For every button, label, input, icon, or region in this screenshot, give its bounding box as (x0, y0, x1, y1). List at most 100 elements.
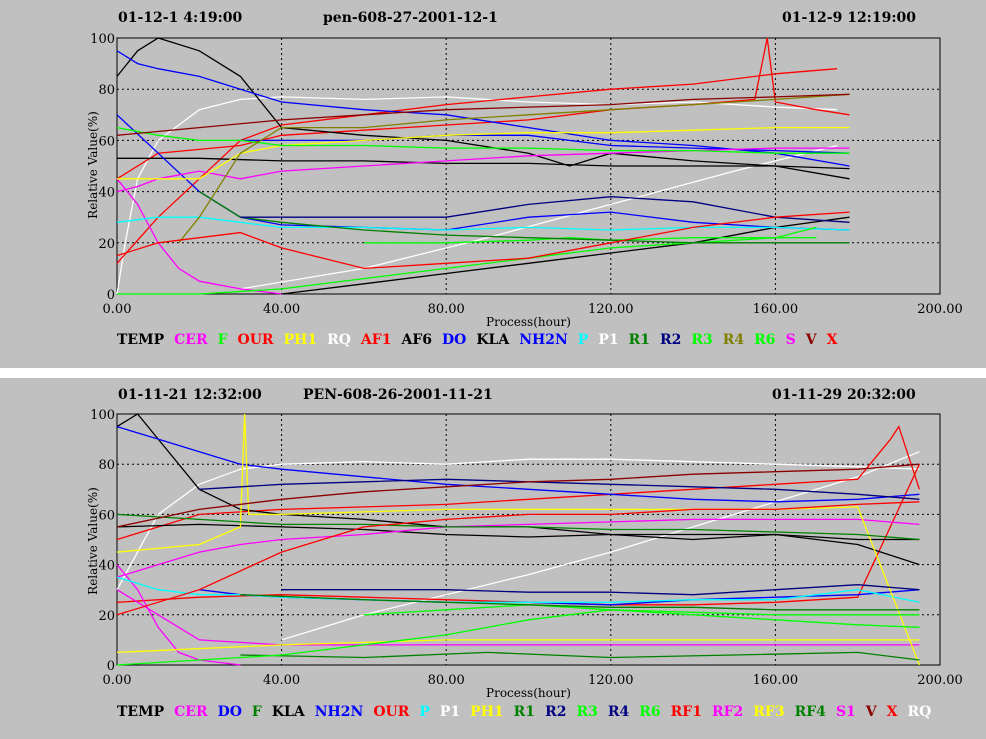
series-line-do (116, 425, 920, 503)
legend-item: RF2 (711, 704, 744, 720)
series-line-r2 (199, 478, 920, 500)
series-line-x (116, 501, 920, 616)
legend-item: AF6 (401, 332, 433, 348)
legend-item: KLA (271, 704, 305, 720)
y-tick-label: 40 (98, 186, 115, 201)
legend-item: R1 (513, 704, 536, 720)
legend-item: S (785, 332, 796, 348)
series-line-r1 (240, 594, 920, 611)
legend-item: R2 (545, 704, 567, 720)
legend-item: V (805, 332, 817, 348)
legend-item: KLA (476, 332, 510, 348)
x-tick-label: 160.00 (753, 302, 799, 317)
series-line-r4 (178, 93, 850, 244)
legend-item: R4 (607, 704, 630, 720)
y-axis-label: Relative Value(%) (86, 487, 100, 595)
legend: TEMP CER F OUR PH1 RQ AF1 AF6 DO KLA NH2N P P1 R1 R2 R3… (117, 332, 986, 349)
x-tick-label: 160.00 (753, 673, 799, 688)
y-tick-label: 20 (98, 237, 115, 252)
legend-item: OUR (373, 704, 410, 720)
x-tick-label: 120.00 (588, 673, 634, 688)
series-line-p (116, 216, 850, 231)
legend-item: R1 (628, 332, 650, 348)
start-time: 01-12-1 4:19:00 (118, 10, 243, 26)
legend-item: P1 (598, 332, 619, 348)
legend-item: X (826, 332, 838, 348)
legend-item: S1 (835, 704, 856, 720)
legend-item: DO (442, 332, 467, 348)
chart-plot-2: 0 20 40 60 80 100 0.00 40.00 80.00 120.00 160.00 20… (90, 408, 963, 700)
legend-item: X (886, 704, 898, 720)
legend-item: AF1 (360, 332, 392, 348)
x-tick-label: 200.00 (917, 673, 963, 688)
y-axis-label: Relative Value(%) (86, 111, 100, 219)
series-line-do (116, 50, 850, 167)
legend-item: R4 (722, 332, 745, 348)
series-line-kla (117, 157, 850, 170)
chart-panel-1: 01-12-1 4:19:00 pen-608-27-2001-12-1 01-… (0, 0, 986, 368)
start-time: 01-11-21 12:32:00 (118, 387, 262, 403)
series-line-r3 (116, 609, 920, 666)
series-line-x (116, 211, 850, 270)
legend-item: RF4 (794, 704, 826, 720)
legend-item: F (251, 704, 262, 720)
y-tick-label: 60 (98, 134, 115, 149)
legend-item: PH1 (283, 332, 318, 348)
series-line-kla (116, 523, 920, 541)
series-line-p1 (281, 451, 920, 641)
divider (0, 368, 986, 378)
legend-item: NH2N (314, 704, 364, 720)
series-line-f (116, 126, 850, 154)
legend-item: V (865, 704, 877, 720)
x-tick-label: 80.00 (428, 673, 465, 688)
legend-item: R2 (660, 332, 682, 348)
legend-item: P1 (439, 704, 461, 720)
chart-panel-2: 01-11-21 12:32:00 PEN-608-26-2001-11-21 … (0, 378, 986, 739)
legend-item: NH2N (519, 332, 568, 348)
x-axis-label: Process(hour) (486, 315, 571, 329)
y-tick-label: 80 (98, 458, 115, 473)
plot-frame (116, 413, 941, 666)
legend-item: DO (217, 704, 242, 720)
legend-item: P (577, 332, 589, 348)
legend-item: PH1 (470, 704, 504, 720)
series-line-v (116, 463, 920, 528)
legend-item: RF1 (670, 704, 702, 720)
legend-item: TEMP (117, 332, 165, 348)
legend: TEMP CER DO F KLA NH2N OUR P P1 PH1 R1 R2 R3 R4 R6 RF1 R… (117, 704, 986, 721)
legend-item: P (419, 704, 430, 720)
series-line-rq (116, 458, 920, 591)
series-line-p1 (240, 144, 838, 290)
legend-item: CER (174, 332, 208, 348)
legend-item: R6 (754, 332, 776, 348)
end-time: 01-12-9 12:19:00 (782, 10, 916, 26)
x-axis-label: Process(hour) (486, 686, 571, 700)
end-time: 01-11-29 20:32:00 (772, 387, 916, 403)
chart-plot-1: 0 20 40 60 80 100 0.00 40.00 80.00 120.00 160.00 20… (90, 32, 963, 329)
x-tick-label: 120.00 (588, 302, 634, 317)
y-tick-label: 0 (107, 288, 115, 303)
series-line-rq (116, 96, 838, 295)
series-line-rf4 (240, 651, 920, 661)
legend-item: TEMP (117, 704, 165, 720)
x-tick-label: 40.00 (263, 673, 300, 688)
x-tick-label: 0.00 (103, 673, 132, 688)
series-line-our (116, 37, 850, 180)
x-tick-label: 40.00 (263, 302, 300, 317)
x-tick-label: 80.00 (428, 302, 465, 317)
batch-id: pen-608-27-2001-12-1 (323, 10, 498, 26)
legend-item: RQ (327, 332, 351, 348)
y-tick-label: 100 (90, 408, 115, 423)
plot-frame (116, 37, 941, 295)
series-line-temp (281, 216, 850, 295)
series-line-f (116, 513, 920, 541)
y-tick-label: 60 (98, 508, 115, 523)
series-line-ph1 (117, 126, 850, 180)
legend-item: OUR (237, 332, 274, 348)
y-tick-label: 100 (90, 32, 115, 47)
series-line-r4 (281, 584, 920, 596)
y-tick-label: 40 (98, 559, 115, 574)
legend-item: RF3 (753, 704, 785, 720)
series-line-r6 (363, 604, 920, 616)
legend-item: R6 (639, 704, 661, 720)
